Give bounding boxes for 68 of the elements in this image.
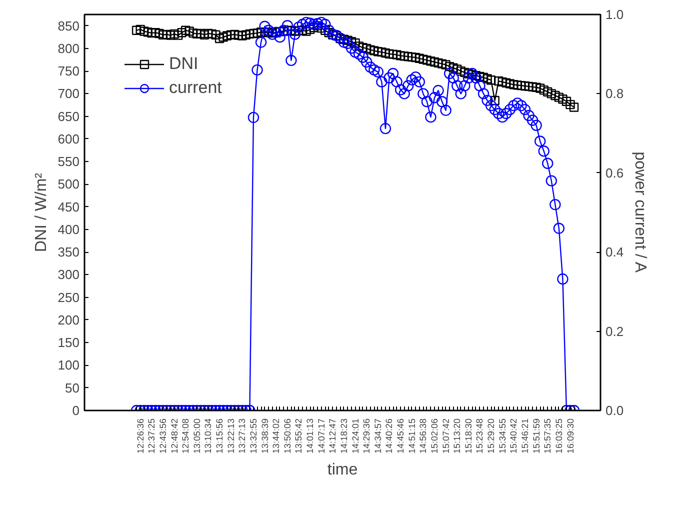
y-tick-label: 0 (72, 403, 80, 418)
x-tick-label: 14:24:01 (350, 418, 360, 454)
x-tick-label: 14:45:46 (396, 418, 406, 454)
x-tick-label: 13:10:34 (203, 418, 214, 454)
x-tick-label: 12:26:36 (135, 418, 146, 454)
x-tick-label: 13:22:13 (226, 418, 236, 454)
y-tick-label: 600 (58, 131, 80, 146)
x-tick-label: 14:12:47 (328, 418, 338, 454)
y-tick-label: 800 (58, 40, 80, 56)
x-tick-label: 15:51:59 (531, 418, 542, 454)
x-tick-label: 15:02:06 (429, 418, 440, 454)
y-tick-label: 250 (58, 290, 80, 305)
x-tick-label: 12:48:42 (169, 418, 180, 454)
x-tick-label: 15:46:21 (520, 418, 530, 454)
y2-tick-label: 0.0 (606, 403, 624, 418)
x-tick-label: 13:15:56 (214, 418, 225, 454)
y2-tick-label: 1.0 (606, 7, 624, 22)
x-tick-label: 14:18:23 (338, 418, 349, 454)
x-tick-label: 14:01:13 (305, 418, 316, 454)
y-axis-title: DNI / W/m² (32, 172, 50, 252)
x-tick-label: 15:18:30 (463, 418, 474, 454)
x-tick-label: 15:57:35 (542, 418, 553, 454)
x-tick-label: 16:09:30 (565, 418, 576, 454)
x-tick-label: 13:05:00 (192, 418, 202, 454)
y-tick-label: 500 (58, 176, 80, 192)
x-tick-label: 14:40:26 (384, 418, 394, 454)
legend-label: current (169, 78, 222, 98)
y2-tick-label: 0.6 (606, 165, 624, 180)
x-tick-label: 14:34:57 (372, 418, 383, 454)
x-tick-label: 15:13:20 (452, 418, 462, 454)
x-tick-label: 13:32:55 (248, 418, 258, 454)
x-tick-label: 13:44:02 (271, 418, 282, 454)
x-tick-label: 13:38:39 (260, 418, 270, 454)
y-tick-label: 350 (58, 244, 80, 260)
x-tick-label: 16:03:25 (554, 418, 564, 454)
x-tick-label: 12:43:56 (158, 418, 168, 454)
y-tick-label: 100 (58, 358, 80, 373)
y-tick-label: 150 (58, 335, 80, 350)
y-tick-label: 200 (58, 312, 80, 328)
y-tick-label: 850 (58, 18, 80, 34)
x-tick-label: 12:54:08 (180, 418, 191, 454)
y-tick-label: 700 (58, 86, 80, 102)
y-tick-label: 550 (58, 154, 80, 170)
x-tick-label: 14:51:15 (406, 418, 417, 454)
y2-tick-label: 0.8 (606, 86, 624, 102)
x-tick-label: 15:07:42 (440, 418, 451, 454)
x-tick-label: 13:27:13 (237, 418, 248, 454)
x-tick-label: 15:40:42 (508, 418, 519, 454)
y-tick-label: 650 (58, 108, 80, 124)
y-tick-label: 450 (58, 199, 80, 214)
y2-tick-label: 0.4 (606, 244, 624, 260)
y-tick-label: 300 (58, 267, 80, 282)
x-tick-label: 15:29:20 (486, 418, 496, 454)
y2-axis-title: power current / A (632, 152, 649, 273)
y-tick-label: 750 (58, 64, 80, 79)
x-tick-label: 14:29:36 (362, 418, 372, 454)
y-tick-label: 400 (58, 222, 80, 237)
x-tick-label: 12:37:25 (146, 418, 157, 454)
x-tick-label: 15:23:48 (474, 418, 485, 454)
y2-tick-label: 0.2 (606, 324, 624, 339)
x-tick-label: 13:50:06 (282, 418, 292, 454)
x-tick-label: 14:56:38 (418, 418, 428, 454)
x-tick-label: 15:34:55 (497, 418, 508, 454)
x-tick-label: 14:07:17 (316, 418, 326, 454)
y-tick-label: 50 (65, 380, 80, 396)
x-tick-label: 13:55:42 (294, 418, 304, 454)
legend-label: DNI (169, 54, 198, 74)
x-axis-title: time (327, 462, 358, 479)
